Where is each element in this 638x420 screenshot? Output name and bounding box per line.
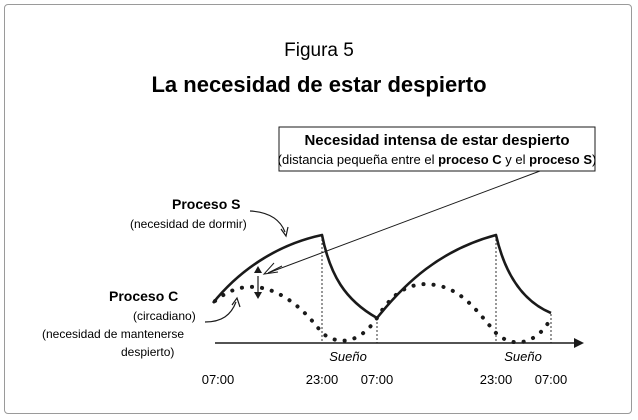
process-s-desc: (necesidad de dormir) [130, 217, 247, 231]
process-c-desc-3: despierto) [121, 345, 174, 359]
process-s-name: Proceso S [172, 196, 240, 212]
process-c-desc-2: (necesidad de mantenerse [42, 327, 184, 341]
tick-label-5: 07:00 [535, 372, 568, 387]
process-s-pointer [249, 210, 286, 233]
gap-arrow-up [254, 266, 262, 273]
tick-label-3: 07:00 [361, 372, 394, 387]
tick-label-1: 07:00 [202, 372, 235, 387]
tick-label-4: 23:00 [480, 372, 513, 387]
process-s-pointer-head [280, 226, 289, 238]
gap-arrow-down [254, 292, 262, 299]
sleep-label-1: Sueño [329, 349, 367, 364]
callout-title: Necesidad intensa de estar despierto [304, 132, 569, 149]
callout-box [278, 126, 596, 172]
sleep-label-2: Sueño [504, 349, 542, 364]
process-c-name: Proceso C [109, 288, 178, 304]
figure-label: Figura 5 [284, 40, 354, 61]
figure-frame [4, 4, 632, 414]
callout-pointer-line [267, 170, 541, 274]
tick-label-2: 23:00 [306, 372, 339, 387]
process-c-curve [213, 282, 553, 345]
process-s-curve [211, 233, 552, 320]
process-c-pointer [204, 301, 237, 323]
process-c-pointer-head [231, 296, 241, 308]
callout-subtitle: (distancia pequeña entre el proceso C y … [278, 152, 597, 167]
process-c-desc-1: (circadiano) [133, 309, 196, 323]
callout-pointer-arrowhead [262, 262, 279, 275]
figure-title: La necesidad de estar despierto [151, 72, 486, 97]
callout-pointer-tick [267, 265, 283, 274]
